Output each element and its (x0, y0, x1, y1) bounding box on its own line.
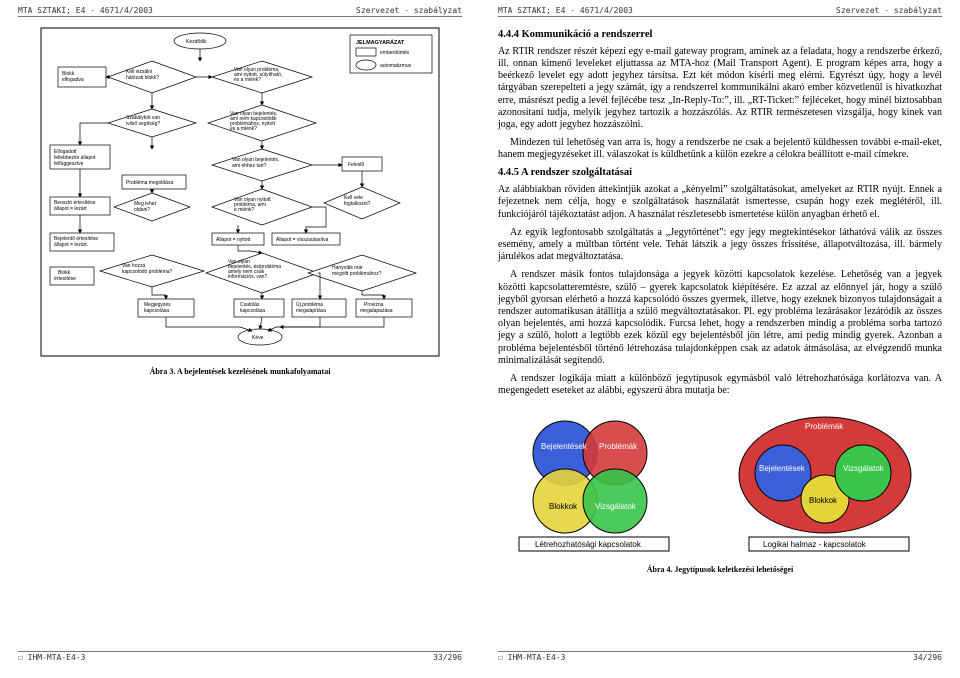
header-right: Szervezet - szabályzat (356, 6, 462, 15)
venn-figure: Bejelentések Problémák Blokkok Vizsgálat… (505, 409, 935, 559)
node-probl-megold: Probléma megoldása (126, 180, 173, 186)
lbl-bejelent: Bejelentések (541, 442, 588, 451)
lbl-r-vizsg: Vizsgálatok (843, 464, 885, 473)
venn-right: Problémák Bejelentések Blokkok Vizsgálat… (739, 417, 911, 551)
header: MTA SZTAKI; E4 - 4671/4/2003 Szervezet -… (498, 6, 942, 17)
header: MTA SZTAKI; E4 - 4671/4/2003 Szervezet -… (18, 6, 462, 17)
lbl-left-bottom: Létrehozhatósági kapcsolatok (535, 540, 642, 549)
flowchart-figure: JELMAGYARÁZAT emberdöntés automatizmus K… (40, 27, 440, 357)
lbl-problemak: Problémák (599, 442, 638, 451)
header-left: MTA SZTAKI; E4 - 4671/4/2003 (498, 6, 633, 15)
header-right: Szervezet - szabályzat (836, 6, 942, 15)
lbl-right-bottom: Logikai halmaz - kapcsolatok (763, 540, 867, 549)
footer-left: ☐ IHM-MTA-E4-3 (18, 653, 85, 662)
p2: Mindezen túl lehetőség van arra is, hogy… (498, 137, 942, 161)
figure-caption-right: Ábra 4. Jegytípusok keletkezési lehetősé… (498, 565, 942, 574)
footer-right: 33/296 (433, 653, 462, 662)
p4: Az egyik legfontosabb szolgáltatás a „Je… (498, 227, 942, 264)
venn-left: Bejelentések Problémák Blokkok Vizsgálat… (519, 421, 669, 551)
lbl-blokkok: Blokkok (549, 502, 578, 511)
node-meg-kapcs: Megjegyzéskapcsolása (144, 302, 171, 314)
page-left: MTA SZTAKI; E4 - 4671/4/2003 Szervezet -… (0, 0, 480, 678)
node-allnyit: Állapot = nyitott (216, 236, 251, 243)
legend-item2: automatizmus (380, 63, 412, 69)
circle-vizsgalatok (583, 469, 647, 533)
footer-right: 34/296 (913, 653, 942, 662)
footer: ☐ IHM-MTA-E4-3 33/296 (18, 651, 462, 662)
body-text: 4.4.4 Kommunikáció a rendszerrel Az RTIR… (498, 23, 942, 403)
section-444: 4.4.4 Kommunikáció a rendszerrel (498, 29, 942, 42)
node-uj-probl: Új problémamegalapítása (296, 301, 326, 314)
p1: Az RTIR rendszer részét képezi egy e-mai… (498, 46, 942, 131)
lbl-r-bejel: Bejelentések (759, 464, 806, 473)
legend-title: JELMAGYARÁZAT (356, 39, 405, 46)
lbl-r-probl: Problémák (805, 422, 844, 431)
lbl-vizsgalatok: Vizsgálatok (595, 502, 637, 511)
node-allvissza: Állapot = visszautasítva (276, 236, 329, 243)
node-kezdodik: Kezdődik (186, 39, 207, 45)
footer-left: ☐ IHM-MTA-E4-3 (498, 653, 565, 662)
footer: ☐ IHM-MTA-E4-3 34/296 (498, 651, 942, 662)
node-keve: Kéve (252, 335, 264, 341)
section-445: 4.4.5 A rendszer szolgáltatásai (498, 167, 942, 180)
node-feleros: Feleslő (348, 162, 364, 168)
figure-caption-left: Ábra 3. A bejelentések kezelésének munka… (18, 367, 462, 376)
node-szab: Szabályból vanivilső segítség? (126, 115, 160, 127)
page-right: MTA SZTAKI; E4 - 4671/4/2003 Szervezet -… (480, 0, 960, 678)
header-left: MTA SZTAKI; E4 - 4671/4/2003 (18, 6, 153, 15)
lbl-r-blokk: Blokkok (809, 496, 838, 505)
p3: Az alábbiakban röviden áttekintjük azoka… (498, 184, 942, 221)
legend-item1: emberdöntés (380, 50, 410, 56)
p6: A rendszer logikája miatt a különböző je… (498, 373, 942, 397)
p5: A rendszer másik fontos tulajdonsága a j… (498, 269, 942, 367)
circle-r-vizsg (835, 445, 891, 501)
